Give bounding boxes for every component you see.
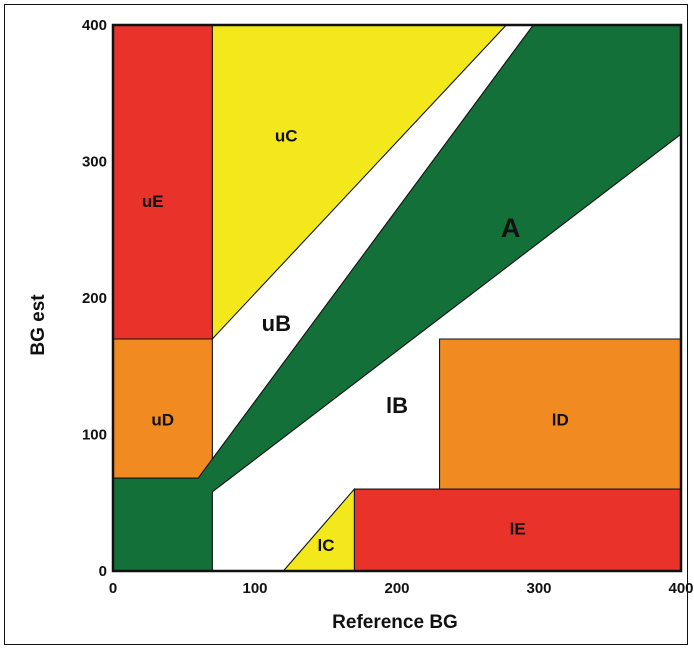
x-tick-label: 0 xyxy=(109,580,117,597)
y-axis-title: BG est xyxy=(28,294,49,356)
y-tick-label: 100 xyxy=(82,427,107,444)
y-tick-label: 300 xyxy=(82,154,107,171)
y-axis-ticks: 0 100 200 300 400 xyxy=(82,17,107,580)
x-tick-label: 200 xyxy=(384,580,409,597)
zone-ue xyxy=(112,24,213,340)
zone-label-lc: lC xyxy=(318,536,335,555)
x-axis-title: Reference BG xyxy=(332,612,458,633)
zone-label-lb: lB xyxy=(386,393,408,418)
zone-label-a: A xyxy=(501,213,521,243)
x-tick-label: 100 xyxy=(242,580,267,597)
x-tick-label: 400 xyxy=(668,580,693,597)
zone-labels-layer: uE uD uC uB AlB lC lD lE xyxy=(142,126,569,555)
zone-label-ud: uD xyxy=(151,410,174,429)
y-tick-label: 200 xyxy=(82,290,107,307)
zones-layer xyxy=(112,24,682,572)
x-tick-label: 300 xyxy=(526,580,551,597)
y-tick-label: 400 xyxy=(82,17,107,34)
zone-label-ub: uB xyxy=(262,311,291,336)
plot-border xyxy=(111,23,683,573)
y-tick-label: 0 xyxy=(99,563,107,580)
zone-label-uc: uC xyxy=(275,126,298,145)
zone-label-ue: uE xyxy=(142,192,164,211)
zone-label-ld: lD xyxy=(552,410,569,429)
x-axis-ticks: 0 100 200 300 400 xyxy=(109,580,694,597)
zone-ud xyxy=(112,338,213,479)
zone-label-le: lE xyxy=(510,520,526,539)
